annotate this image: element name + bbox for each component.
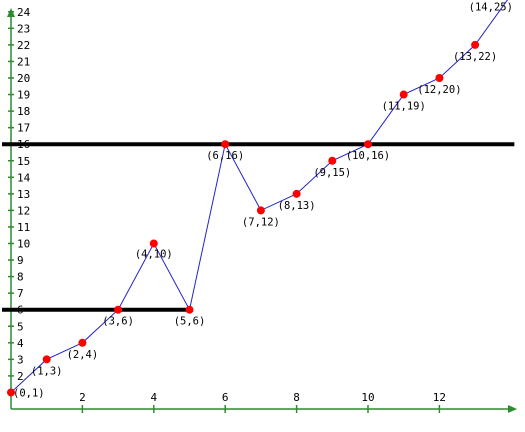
y-tick-label: 5	[17, 320, 24, 333]
point-label: (7,12)	[242, 216, 280, 228]
data-point	[149, 239, 158, 248]
y-tick-label: 12	[17, 204, 30, 217]
series	[10, 0, 509, 393]
point-label: (6,16)	[206, 150, 244, 162]
point-label: (5,6)	[174, 316, 206, 328]
y-tick-label: 18	[17, 105, 30, 118]
tick-labels: 2 4 6 8 10 1223456789101112131415161718192021…	[17, 6, 446, 404]
axes	[7, 8, 517, 413]
y-tick-label: 15	[17, 155, 30, 168]
reference-lines	[2, 142, 515, 312]
y-tick-label: 16	[17, 138, 30, 151]
x-tick-label: 12	[433, 391, 446, 404]
y-tick-label: 11	[17, 221, 30, 234]
x-tick-label: 8	[293, 391, 300, 404]
point-label: (11,19)	[382, 101, 426, 113]
point-label: (9,15)	[313, 167, 351, 179]
data-point	[114, 305, 123, 314]
x-tick-label: 4	[150, 391, 157, 404]
data-point	[292, 189, 301, 198]
data-point	[78, 338, 87, 347]
data-point	[399, 90, 408, 99]
data-point	[256, 206, 265, 215]
data-points	[7, 40, 480, 397]
y-tick-label: 13	[17, 188, 30, 201]
data-point	[7, 388, 15, 397]
point-label: (1,3)	[31, 365, 63, 377]
point-label: (14,25)	[469, 1, 513, 13]
x-tick-label: 6	[222, 391, 229, 404]
point-label: (10,16)	[346, 150, 390, 162]
point-label: (2,4)	[67, 349, 99, 361]
point-label: (4,10)	[135, 249, 173, 261]
y-tick-label: 23	[17, 22, 30, 35]
x-tick-label: 2	[79, 391, 86, 404]
x-tick-label: 10	[361, 391, 374, 404]
y-tick-label: 21	[17, 55, 30, 68]
y-tick-label: 8	[17, 271, 24, 284]
y-tick-label: 2	[17, 370, 24, 383]
data-point	[471, 40, 480, 49]
data-point	[364, 140, 372, 149]
point-labels: (0,1) (1,3) (2,4) (3,6) (4,10) (5,6) (6,16) (7,…	[13, 1, 513, 399]
point-label: (8,13)	[278, 200, 316, 212]
point-label: (0,1)	[13, 387, 45, 399]
y-tick-label: 14	[17, 171, 31, 184]
y-tick-label: 7	[17, 287, 24, 300]
data-point	[435, 74, 444, 82]
y-tick-label: 24	[17, 6, 31, 19]
data-point	[42, 355, 51, 364]
data-point	[185, 305, 194, 314]
y-tick-label: 19	[17, 89, 30, 102]
y-tick-label: 20	[17, 72, 30, 85]
x-axis-arrow	[508, 405, 517, 413]
y-tick-label: 3	[17, 353, 24, 366]
y-tick-label: 22	[17, 39, 30, 52]
data-point	[221, 140, 230, 149]
point-label: (12,20)	[417, 84, 461, 96]
point-label: (13,22)	[453, 51, 497, 63]
y-tick-label: 9	[17, 254, 24, 267]
y-tick-label: 6	[17, 304, 24, 317]
point-label: (3,6)	[102, 316, 134, 328]
y-tick-label: 17	[17, 122, 30, 135]
data-point	[328, 156, 337, 165]
y-tick-label: 10	[17, 238, 30, 251]
series-line	[10, 0, 509, 393]
y-tick-label: 4	[17, 337, 24, 350]
